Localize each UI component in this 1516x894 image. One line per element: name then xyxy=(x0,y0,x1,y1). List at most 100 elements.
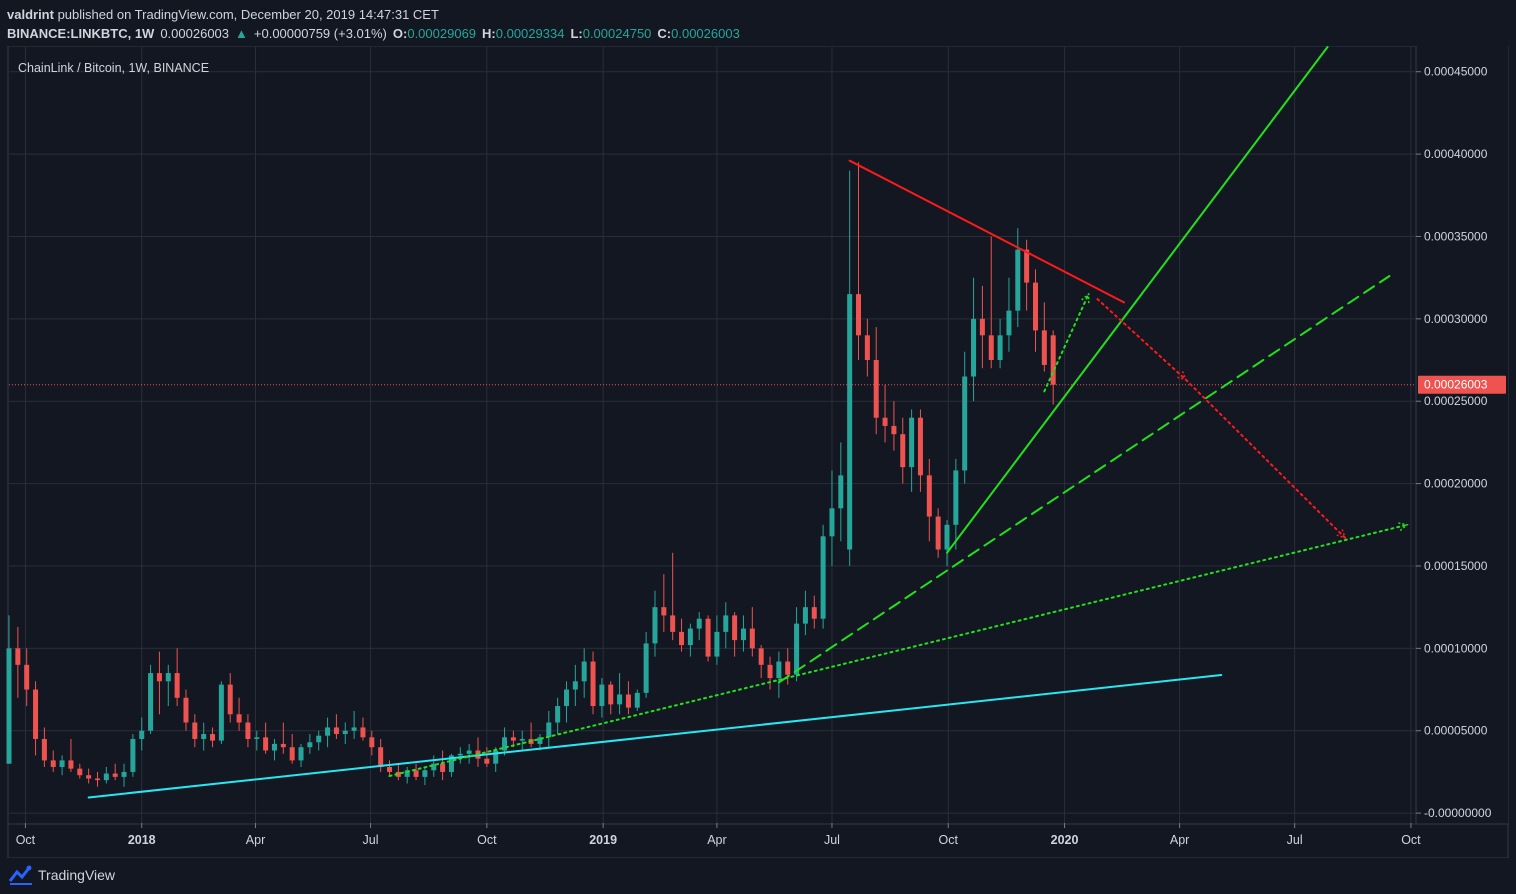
candle xyxy=(165,664,171,707)
candle-body xyxy=(210,734,216,741)
time-tick-label: Oct xyxy=(1401,833,1421,847)
solid-trendline[interactable] xyxy=(946,46,1329,554)
candle-body xyxy=(767,664,773,679)
trendline-drawings[interactable] xyxy=(87,46,1409,799)
candle xyxy=(24,648,30,707)
candle xyxy=(705,615,711,662)
candle-body xyxy=(1015,249,1021,311)
candle-body xyxy=(829,508,835,537)
current-price-tag-bg xyxy=(1418,375,1506,394)
candle xyxy=(838,442,844,542)
candle xyxy=(148,664,154,735)
candle xyxy=(369,730,375,756)
symbol-name[interactable]: BINANCE:LINKBTC, 1W xyxy=(7,26,155,41)
candle xyxy=(254,730,260,751)
candle xyxy=(1050,330,1056,405)
dotted-trendline[interactable] xyxy=(1043,293,1090,393)
candle-body xyxy=(227,684,233,715)
candle-body xyxy=(847,294,853,550)
candle-body xyxy=(625,694,631,708)
candle-body xyxy=(325,727,331,736)
candle xyxy=(387,760,393,777)
candle xyxy=(909,409,915,492)
candle-body xyxy=(112,773,118,777)
symbol-ohlc-line: BINANCE:LINKBTC, 1W 0.00026003 ▲ +0.0000075… xyxy=(7,26,740,41)
solid-trendline[interactable] xyxy=(848,159,1125,304)
candle xyxy=(280,722,286,754)
candle xyxy=(749,607,755,657)
candle xyxy=(856,162,862,361)
candle-body xyxy=(652,607,658,644)
candle-body xyxy=(502,737,508,751)
candle xyxy=(103,766,109,784)
candle xyxy=(794,607,800,682)
candle xyxy=(1015,228,1021,328)
price-tick-label: 0.00035000 xyxy=(1424,229,1488,243)
footer: TradingView xyxy=(0,858,1516,894)
candle xyxy=(218,681,224,744)
candle-body xyxy=(758,648,764,665)
candle-body xyxy=(935,516,941,550)
candle xyxy=(431,755,437,777)
price-axis[interactable] xyxy=(1416,46,1508,824)
candle-body xyxy=(404,770,410,777)
time-tick-label: Oct xyxy=(477,833,497,847)
candle-body xyxy=(165,673,171,682)
candle xyxy=(608,681,614,715)
candle xyxy=(307,734,313,754)
dashed-trendline[interactable] xyxy=(777,275,1391,684)
candle-body xyxy=(820,536,826,619)
candle-body xyxy=(785,661,791,675)
candle xyxy=(643,631,649,698)
dotted-trendline[interactable] xyxy=(1184,378,1347,539)
price-tick-label: 0.00015000 xyxy=(1424,559,1488,573)
candle-body xyxy=(59,760,65,767)
candle-body xyxy=(634,692,640,708)
candle-body xyxy=(1050,335,1056,385)
candle xyxy=(316,730,322,751)
candle xyxy=(696,612,702,641)
time-axis[interactable] xyxy=(9,825,1416,857)
candle xyxy=(41,727,47,767)
candle-body xyxy=(183,697,189,723)
time-tick-label: 2020 xyxy=(1051,833,1079,847)
low-label: L: xyxy=(570,26,583,41)
candle xyxy=(652,590,658,657)
chart-legend-title: ChainLink / Bitcoin, 1W, BINANCE xyxy=(18,61,209,75)
candle xyxy=(617,673,623,715)
candle xyxy=(555,697,561,735)
candle xyxy=(997,318,1003,369)
candle xyxy=(572,664,578,707)
dotted-trendline[interactable] xyxy=(388,523,1409,778)
candle-body xyxy=(599,684,605,707)
candle-body xyxy=(68,760,74,769)
tradingview-logo-icon[interactable] xyxy=(9,865,33,887)
arrow-head-icon xyxy=(1398,522,1409,532)
candle-body xyxy=(413,770,419,777)
publisher-name[interactable]: valdrint xyxy=(7,7,54,22)
candle-body xyxy=(50,760,56,767)
candle xyxy=(767,656,773,690)
candle xyxy=(971,277,977,402)
candle-body xyxy=(440,763,446,772)
time-tick-label: Oct xyxy=(16,833,36,847)
time-tick-label: Apr xyxy=(1170,833,1189,847)
tradingview-brand[interactable]: TradingView xyxy=(38,867,116,883)
candle-body xyxy=(1006,310,1012,336)
solid-trendline[interactable] xyxy=(87,674,1223,799)
candle xyxy=(395,763,401,781)
candle xyxy=(935,508,941,558)
candle-body xyxy=(749,628,755,649)
candle-body xyxy=(351,727,357,731)
price-tick-label: 0.00020000 xyxy=(1424,477,1488,491)
candle xyxy=(740,615,746,652)
candle-body xyxy=(909,417,915,468)
candle-body xyxy=(617,694,623,705)
dotted-trendline[interactable] xyxy=(1096,298,1187,381)
candle xyxy=(192,714,198,748)
candle-body xyxy=(360,727,366,738)
chart-pane[interactable] xyxy=(7,45,1509,859)
candle-body xyxy=(563,689,569,707)
candle xyxy=(466,743,472,764)
